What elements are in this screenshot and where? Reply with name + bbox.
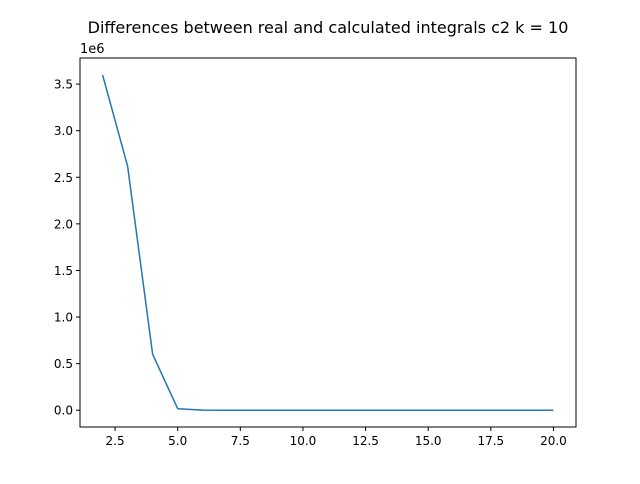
y-axis: 0.0 0.5 1.0 1.5 2.0 2.5 3.0 3.5: [54, 78, 80, 418]
y-tick-label: 1.5: [54, 264, 73, 278]
x-tick-label: 12.5: [352, 434, 379, 448]
x-tick-label: 20.0: [540, 434, 567, 448]
x-tick-label: 17.5: [477, 434, 504, 448]
y-tick-label: 2.0: [54, 217, 73, 231]
series-line: [103, 75, 554, 410]
x-tick-label: 15.0: [415, 434, 442, 448]
x-tick-label: 7.5: [231, 434, 250, 448]
y-tick-label: 3.5: [54, 78, 73, 92]
plot-series: [103, 75, 554, 410]
x-tick-label: 10.0: [290, 434, 317, 448]
y-tick-label: 2.5: [54, 171, 73, 185]
plot-frame: [80, 58, 576, 427]
chart-title: Differences between real and calculated …: [88, 18, 569, 37]
x-axis: 2.5 5.0 7.5 10.0 12.5 15.0 17.5 20.0: [106, 427, 567, 448]
y-tick-label: 0.5: [54, 357, 73, 371]
y-tick-label: 3.0: [54, 124, 73, 138]
x-tick-label: 5.0: [168, 434, 187, 448]
x-tick-label: 2.5: [106, 434, 125, 448]
y-tick-label: 1.0: [54, 311, 73, 325]
y-offset-label: 1e6: [80, 42, 105, 57]
y-tick-label: 0.0: [54, 404, 73, 418]
